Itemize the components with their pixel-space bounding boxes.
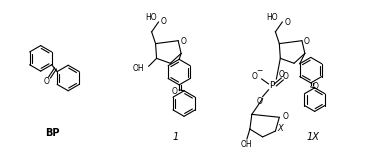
Text: OH: OH — [241, 140, 253, 149]
Text: O: O — [282, 112, 288, 121]
Text: O: O — [252, 72, 258, 80]
Text: O: O — [313, 82, 319, 91]
Text: HO: HO — [267, 13, 278, 22]
Text: O: O — [44, 77, 50, 86]
Text: O: O — [284, 17, 290, 27]
Text: P: P — [269, 81, 274, 90]
Text: O: O — [278, 70, 284, 79]
Text: O: O — [257, 97, 262, 106]
Text: X: X — [278, 124, 283, 133]
Text: O: O — [282, 72, 288, 80]
Text: O: O — [180, 37, 186, 46]
Text: −: − — [256, 66, 263, 75]
Text: BP: BP — [45, 128, 60, 138]
Text: O: O — [160, 17, 166, 26]
Text: 1X: 1X — [306, 132, 319, 142]
Text: OH: OH — [133, 64, 145, 73]
Text: HO: HO — [145, 13, 156, 22]
Text: 1: 1 — [172, 132, 178, 142]
Text: O: O — [304, 37, 310, 46]
Text: O: O — [171, 87, 177, 96]
